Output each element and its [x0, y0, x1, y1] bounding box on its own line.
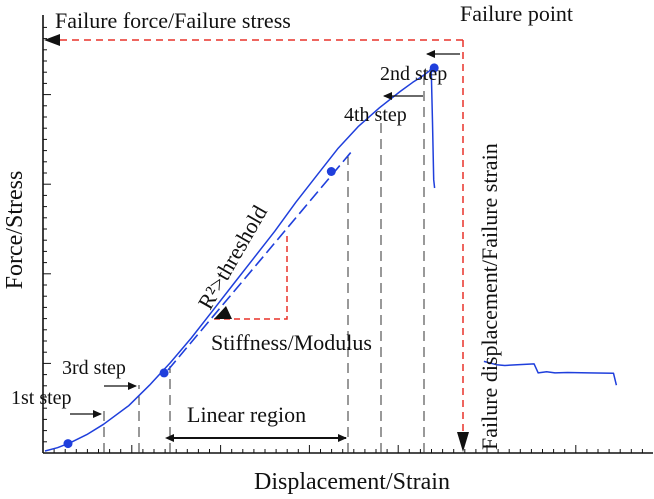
failure-stress-arrowhead [44, 34, 60, 46]
failure-force-label: Failure force/Failure stress [55, 8, 291, 33]
post-failure-curve [483, 360, 618, 386]
linear-region-label: Linear region [187, 402, 306, 427]
y-axis-label: Force/Stress [2, 171, 28, 290]
key-point-marker [429, 63, 439, 73]
third-step-label: 3rd step [62, 357, 126, 379]
key-points [63, 63, 439, 449]
key-point-marker [326, 167, 336, 176]
data-series [44, 67, 618, 452]
failure-displacement-label: Failure displacement/Failure strain [477, 143, 502, 450]
x-axis-ticks [42, 445, 643, 453]
failure-point-label: Failure point [460, 1, 573, 26]
linear-fit-line [167, 150, 353, 371]
second-step-label: 2nd step [380, 63, 447, 85]
r-squared-label: R²>threshold [193, 201, 272, 314]
y-axis-ticks [43, 26, 51, 454]
key-point-marker [63, 439, 73, 449]
x-axis-label: Displacement/Strain [254, 469, 450, 495]
first-step-label: 1st step [11, 387, 72, 409]
stiffness-label: Stiffness/Modulus [211, 330, 372, 355]
loading-curve [44, 67, 436, 452]
step-window-lines [103, 70, 425, 453]
fourth-step-label: 4th step [344, 104, 407, 126]
key-point-marker [159, 368, 169, 378]
stiffness-angle-marker [214, 306, 232, 319]
stiffness-triangle [214, 234, 288, 320]
failure-strain-arrowhead [457, 432, 469, 452]
